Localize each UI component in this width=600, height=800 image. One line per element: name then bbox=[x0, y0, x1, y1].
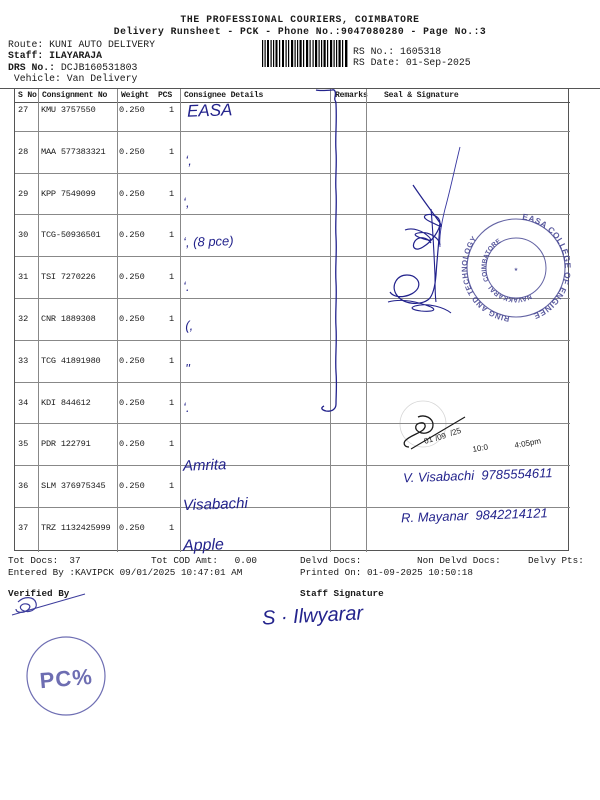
svg-text:4:05pm: 4:05pm bbox=[514, 436, 542, 450]
svg-text:NAVAKKARAI: NAVAKKARAI bbox=[487, 284, 532, 303]
svg-text:10:0: 10:0 bbox=[472, 442, 489, 454]
svg-text:/25: /25 bbox=[449, 426, 463, 438]
svg-text:★: ★ bbox=[514, 266, 519, 274]
svg-text:/09: /09 bbox=[434, 431, 448, 443]
svg-text:EASA COLLEGE OF ENGINEE: EASA COLLEGE OF ENGINEE bbox=[522, 211, 573, 321]
svg-text:PC%: PC% bbox=[39, 664, 94, 694]
